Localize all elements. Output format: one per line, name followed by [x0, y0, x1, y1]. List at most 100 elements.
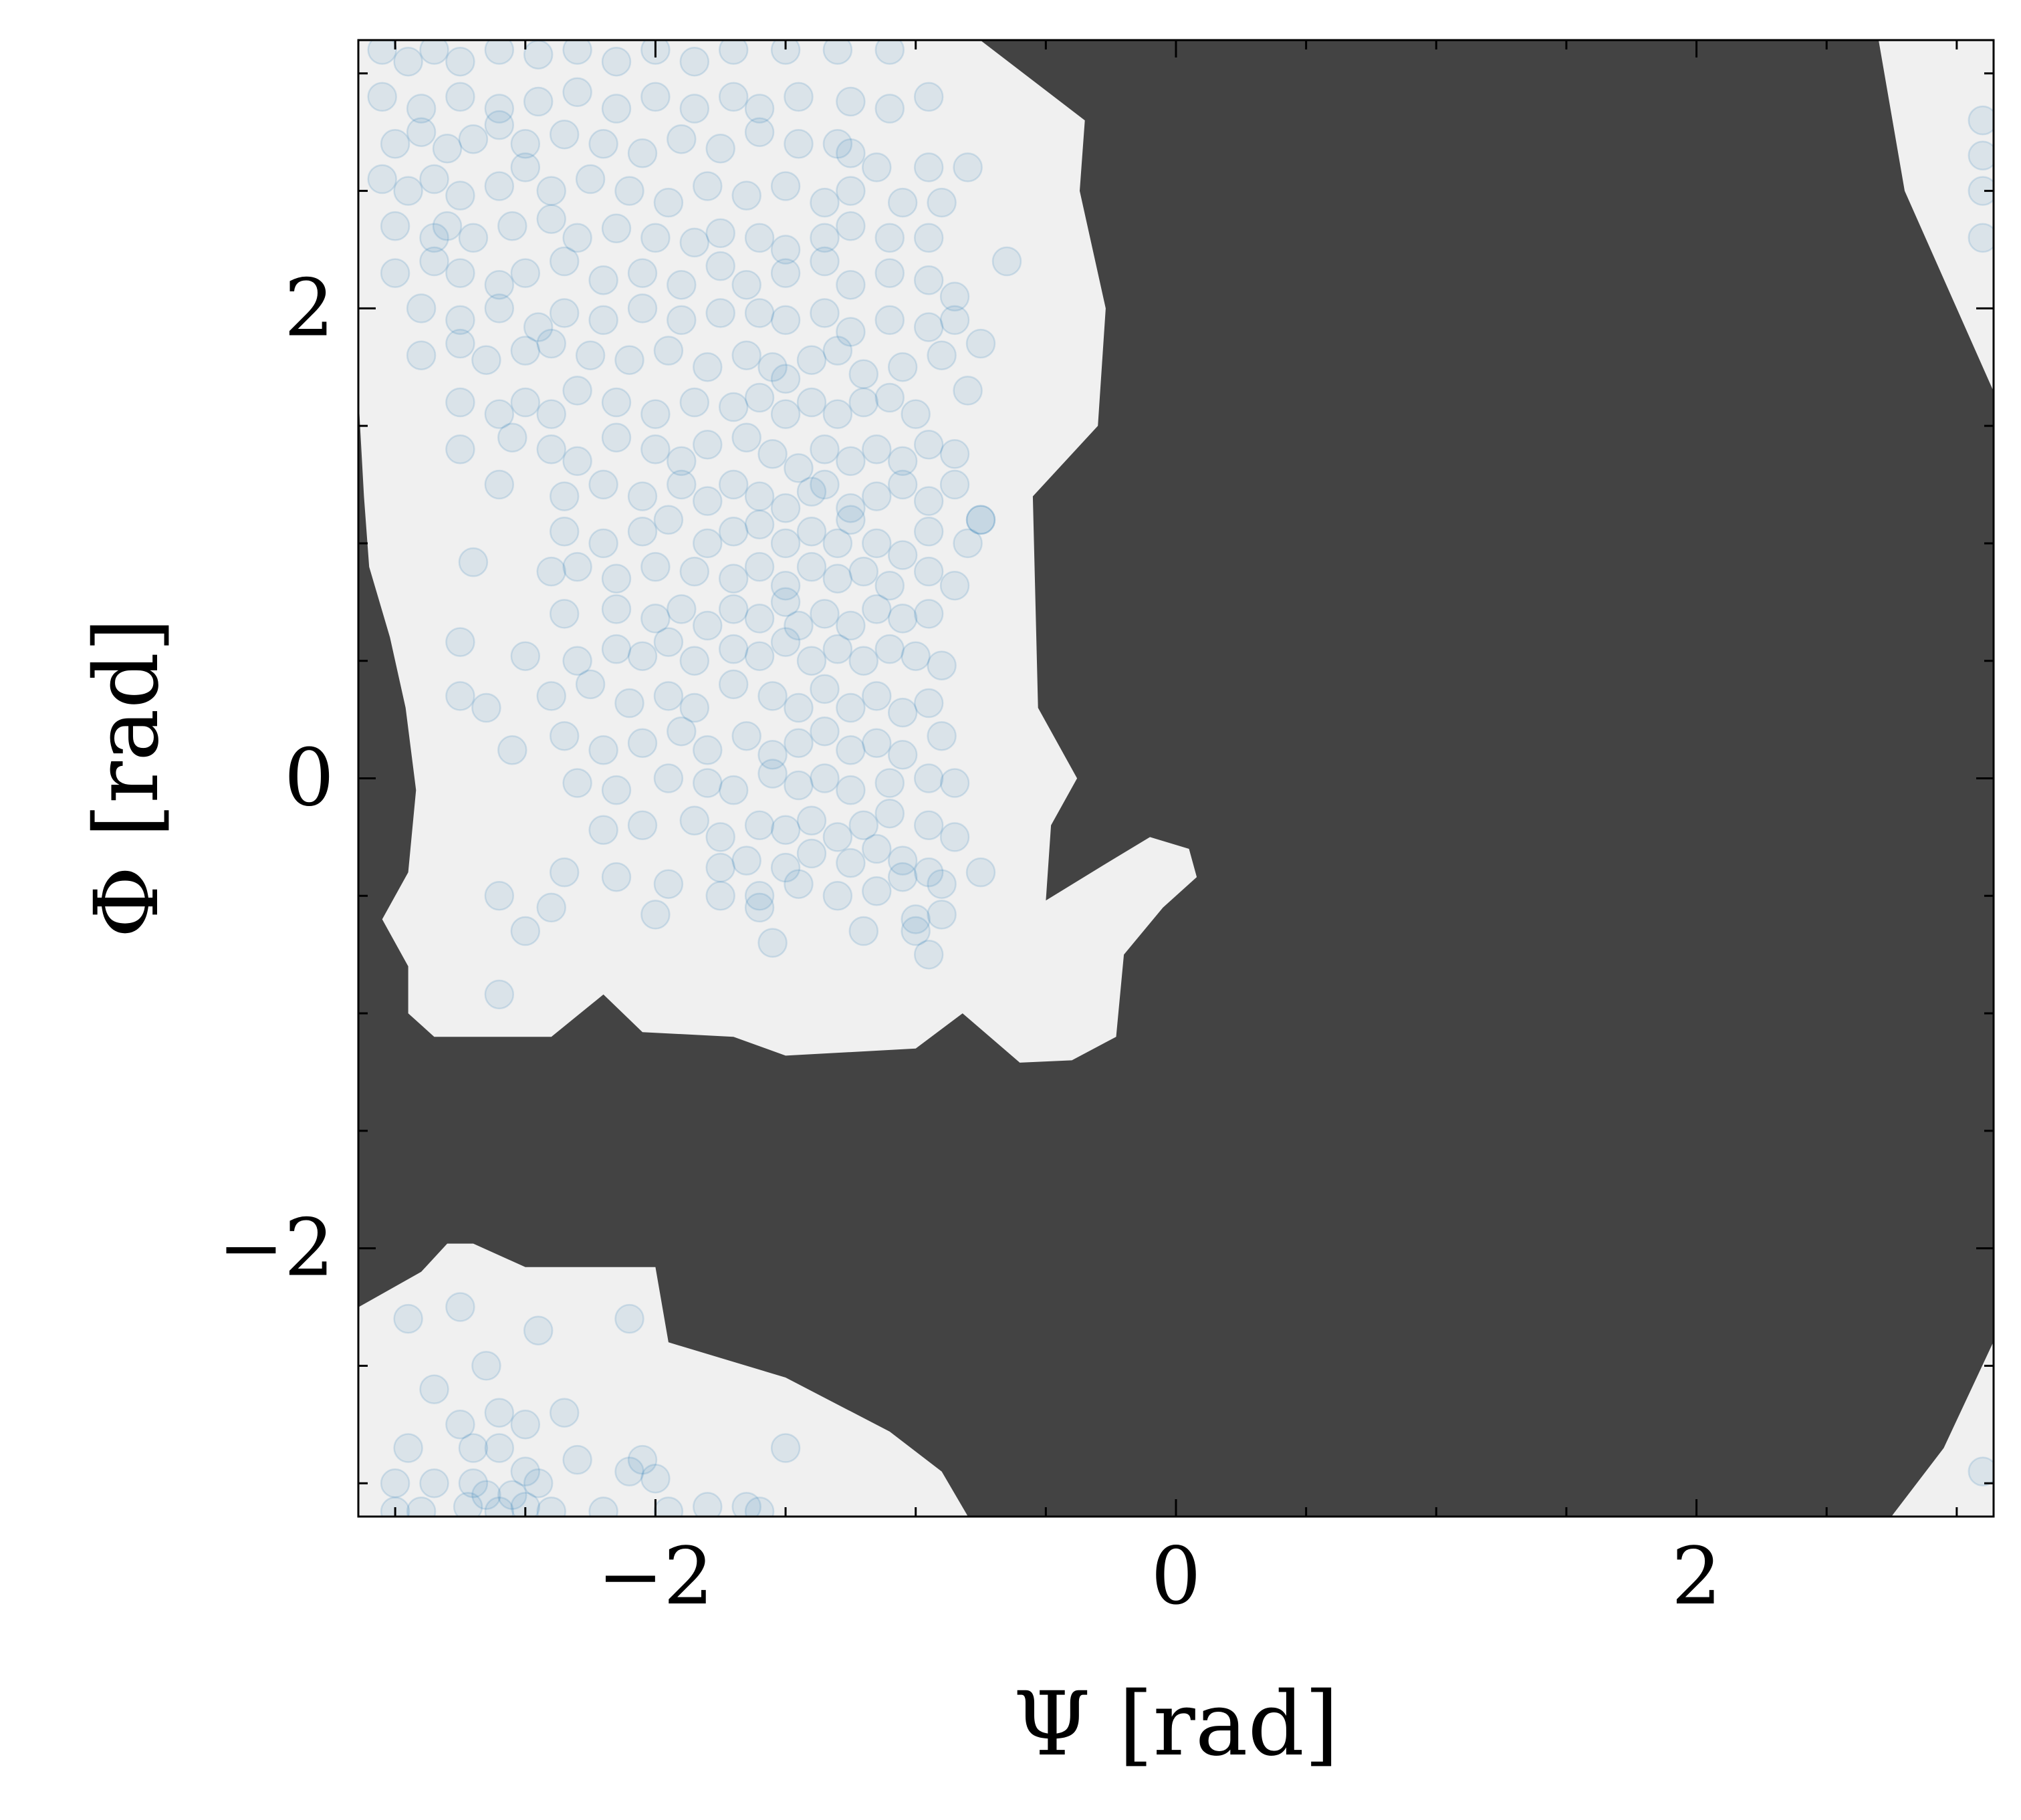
scatter-point: [913, 599, 944, 629]
scatter-point: [653, 627, 684, 657]
scatter-point: [445, 681, 475, 711]
scatter-point: [744, 298, 775, 328]
scatter-point: [549, 481, 580, 511]
scatter-point: [927, 650, 957, 680]
scatter-point: [810, 434, 840, 465]
scatter-point: [693, 735, 723, 765]
scatter-point: [939, 768, 970, 798]
scatter-point: [770, 570, 801, 601]
scatter-point: [432, 134, 463, 164]
scatter-point: [510, 336, 541, 366]
scatter-point: [836, 692, 866, 723]
scatter-point: [874, 305, 905, 336]
scatter-point: [471, 1351, 501, 1381]
scatter-point: [614, 1303, 644, 1334]
scatter-point: [927, 721, 957, 751]
y-tick-labels: −2 0 2: [218, 261, 334, 1293]
scatter-point: [770, 528, 801, 559]
scatter-point: [784, 82, 814, 112]
scatter-point: [744, 604, 775, 634]
scatter-point: [784, 692, 814, 723]
scatter-point: [523, 40, 554, 70]
scatter-point: [810, 763, 840, 793]
scatter-point: [770, 587, 801, 618]
scatter-point: [549, 721, 580, 751]
scatter-point: [484, 979, 515, 1010]
scatter-point: [822, 336, 853, 366]
scatter-point: [874, 258, 905, 288]
scatter-point: [562, 1444, 592, 1475]
scatter-point: [862, 434, 892, 465]
scatter-point: [562, 551, 592, 582]
scatter-point: [836, 211, 866, 241]
scatter-point: [744, 881, 775, 911]
scatter-point: [693, 1492, 723, 1517]
scatter-point: [836, 86, 866, 117]
scatter-point: [510, 916, 541, 946]
scatter-point: [901, 916, 931, 946]
scatter-point: [744, 551, 775, 582]
scatter-point: [393, 46, 423, 77]
y-tick-label: 2: [284, 261, 334, 354]
scatter-point: [575, 340, 606, 370]
scatter-point: [862, 481, 892, 511]
scatter-point: [445, 328, 475, 359]
scatter-point: [874, 382, 905, 413]
scatter-point: [796, 387, 827, 418]
scatter-point: [784, 453, 814, 483]
scatter-point: [862, 594, 892, 624]
scatter-point: [744, 1497, 775, 1517]
scatter-point: [744, 94, 775, 124]
scatter-point: [445, 434, 475, 465]
scatter-point: [784, 610, 814, 641]
scatter-point: [640, 1463, 671, 1494]
scatter-point: [614, 1456, 644, 1486]
scatter-point: [588, 528, 618, 559]
scatter-point: [614, 688, 644, 719]
scatter-point: [1968, 140, 1994, 171]
scatter-point: [874, 634, 905, 664]
allowed-region-upper-left: [358, 40, 1197, 1063]
scatter-point: [627, 810, 658, 841]
plot-area: [358, 40, 1994, 1517]
scatter-point: [679, 805, 710, 836]
scatter-point: [614, 176, 644, 206]
scatter-point: [718, 517, 749, 547]
scatter-point: [601, 213, 632, 244]
scatter-point: [810, 246, 840, 277]
scatter-point: [510, 1410, 541, 1440]
scatter-point: [484, 94, 515, 124]
scatter-point: [419, 1468, 449, 1499]
scatter-point: [640, 223, 671, 253]
scatter-point: [471, 1480, 501, 1511]
scatter-point: [770, 364, 801, 394]
scatter-point: [549, 599, 580, 629]
scatter-point: [705, 298, 735, 328]
scatter-point: [445, 1292, 475, 1322]
scatter-point: [731, 1492, 761, 1517]
scatter-point: [667, 716, 697, 747]
scatter-point: [770, 40, 801, 65]
scatter-point: [901, 641, 931, 671]
scatter-point: [757, 759, 788, 789]
scatter-point: [693, 486, 723, 516]
scatter-point: [693, 768, 723, 798]
scatter-point: [536, 681, 566, 711]
scatter-point: [705, 218, 735, 249]
scatter-point: [627, 641, 658, 671]
scatter-point: [810, 469, 840, 500]
scatter-point: [822, 881, 853, 911]
scatter-point: [874, 94, 905, 124]
scatter-point: [536, 892, 566, 923]
scatter-point: [913, 517, 944, 547]
scatter-point: [913, 223, 944, 253]
scatter-point: [653, 1497, 684, 1517]
scatter-point: [601, 775, 632, 805]
scatter-point: [588, 129, 618, 159]
scatter-point: [419, 246, 449, 277]
scatter-point: [471, 345, 501, 375]
scatter-point: [627, 1444, 658, 1475]
scatter-point: [796, 838, 827, 869]
scatter-point: [836, 735, 866, 765]
scatter-point: [770, 852, 801, 883]
